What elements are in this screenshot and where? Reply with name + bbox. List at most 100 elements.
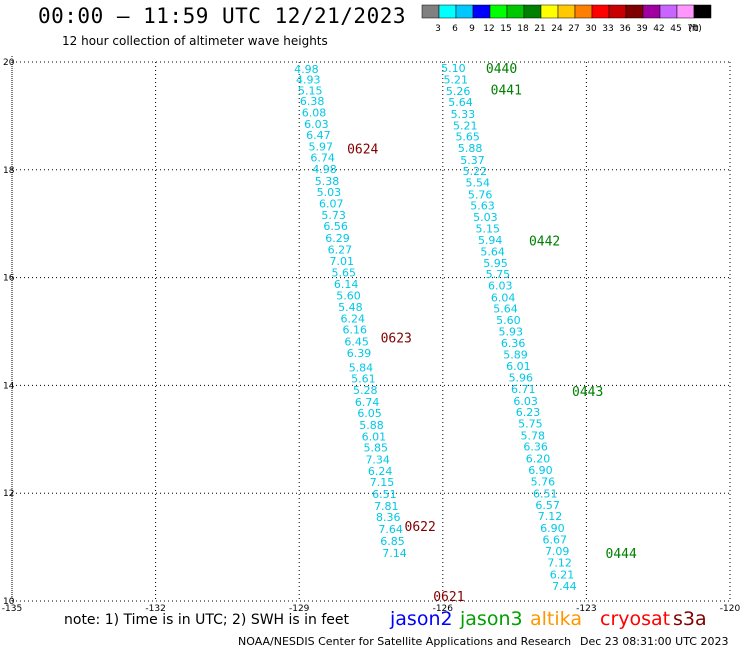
sat-jason2: jason2 bbox=[390, 608, 453, 630]
pass-time-label: 0443 bbox=[572, 385, 603, 400]
wave-height-value: 5.76 bbox=[531, 476, 556, 489]
legend-swatch bbox=[625, 4, 644, 19]
wave-height-value: 5.22 bbox=[463, 165, 488, 178]
wave-height-value: 6.24 bbox=[341, 312, 366, 325]
wave-height-value: 5.26 bbox=[446, 85, 471, 98]
lat-lon-grid bbox=[11, 56, 731, 602]
wave-height-value: 5.88 bbox=[458, 142, 483, 155]
wave-height-value: 5.63 bbox=[470, 200, 495, 213]
legend-swatch bbox=[676, 4, 695, 19]
legend-swatch bbox=[574, 4, 593, 19]
wave-height-value: 6.51 bbox=[533, 488, 558, 501]
lat-tick-label: 20 bbox=[3, 58, 15, 68]
legend-label: 9 bbox=[469, 24, 475, 34]
wave-height-value: 6.21 bbox=[550, 568, 575, 581]
wave-height-value: 6.38 bbox=[300, 95, 325, 108]
footer-credit: NOAA/NESDIS Center for Satellite Applica… bbox=[238, 635, 572, 648]
wave-height-value: 6.47 bbox=[306, 129, 331, 142]
sat-altika: altika bbox=[530, 608, 582, 630]
color-legend: 3 6 9 12 15 18 21 24 27 30 33 36 39 42 45 70(ft) bbox=[421, 4, 712, 34]
wave-height-value: 4.93 bbox=[296, 74, 321, 87]
legend-label: 6 bbox=[452, 24, 458, 34]
legend-unit: (ft) bbox=[688, 24, 702, 34]
lat-tick-label: 14 bbox=[3, 381, 15, 391]
wave-height-value: 6.36 bbox=[501, 337, 526, 350]
wave-height-value: 6.04 bbox=[491, 291, 516, 304]
sat-s3a: s3a bbox=[673, 608, 707, 630]
wave-height-value: 5.64 bbox=[480, 246, 505, 259]
wave-height-value: 5.78 bbox=[521, 429, 546, 442]
pass-time-label: 0442 bbox=[529, 234, 560, 249]
wave-height-value: 6.24 bbox=[368, 465, 393, 478]
axis-tick-labels: -135 -132 -129 -126 -123 -120 20 18 16 14 12 10 bbox=[2, 58, 740, 614]
wave-height-value: 6.27 bbox=[328, 243, 353, 256]
footer-note: note: 1) Time is in UTC; 2) SWH is in fe… bbox=[64, 612, 350, 628]
wave-height-value: 5.76 bbox=[468, 188, 493, 201]
wave-height-value: 6.51 bbox=[372, 488, 397, 501]
legend-label: 30 bbox=[585, 24, 597, 34]
wave-height-value: 7.12 bbox=[538, 510, 563, 523]
lon-tick-label: -120 bbox=[720, 604, 740, 614]
wave-height-value: 6.05 bbox=[357, 407, 382, 420]
pass-time-label: 0441 bbox=[491, 83, 522, 98]
legend-swatch bbox=[506, 4, 525, 19]
wave-height-value: 5.75 bbox=[518, 417, 543, 430]
legend-label: 24 bbox=[551, 24, 563, 34]
wave-height-value: 5.28 bbox=[353, 384, 378, 397]
wave-height-value: 7.81 bbox=[374, 500, 399, 513]
wave-height-value: 5.65 bbox=[455, 131, 480, 144]
lat-tick-label: 12 bbox=[3, 489, 14, 499]
wave-height-value: 6.71 bbox=[511, 383, 536, 396]
legend-label: 15 bbox=[500, 24, 511, 34]
lon-tick-label: -123 bbox=[576, 604, 596, 614]
legend-swatch bbox=[659, 4, 678, 19]
lat-tick-label: 16 bbox=[3, 274, 15, 284]
pass-time-label: 0621 bbox=[433, 590, 464, 605]
wave-height-value: 6.03 bbox=[513, 395, 538, 408]
lon-tick-label: -126 bbox=[433, 604, 454, 614]
wave-height-value: 6.56 bbox=[323, 220, 348, 233]
legend-swatch bbox=[455, 4, 474, 19]
wave-height-value: 5.85 bbox=[364, 442, 389, 455]
wave-height-value: 6.39 bbox=[347, 347, 372, 360]
wave-height-value: 5.21 bbox=[453, 119, 478, 132]
wave-height-value: 5.37 bbox=[460, 154, 485, 167]
wave-height-value: 7.01 bbox=[330, 255, 355, 268]
legend-swatch bbox=[557, 4, 576, 19]
wave-height-value: 6.23 bbox=[516, 406, 541, 419]
legend-label: 42 bbox=[653, 24, 664, 34]
wave-height-value: 7.44 bbox=[552, 580, 577, 593]
legend-label: 18 bbox=[517, 24, 529, 34]
wave-height-value: 7.15 bbox=[370, 476, 395, 489]
wave-height-value: 5.48 bbox=[338, 301, 363, 314]
wave-height-value: 5.94 bbox=[478, 234, 503, 247]
pass-time-label: 0440 bbox=[486, 62, 517, 77]
wave-height-value: 5.64 bbox=[493, 303, 518, 316]
wave-height-value: 6.03 bbox=[488, 279, 513, 292]
legend-swatch bbox=[421, 4, 440, 19]
wave-height-value: 7.12 bbox=[547, 557, 572, 570]
pass-time-label: 0622 bbox=[405, 520, 436, 535]
legend-swatch bbox=[489, 4, 508, 19]
lat-tick-label: 18 bbox=[3, 166, 15, 176]
wave-height-value: 5.89 bbox=[503, 348, 528, 361]
sat-jason3: jason3 bbox=[460, 608, 523, 630]
wave-height-value: 5.97 bbox=[308, 140, 333, 153]
wave-height-value: 6.45 bbox=[344, 336, 369, 349]
wave-height-value: 5.84 bbox=[349, 361, 374, 374]
wave-height-value: 4.98 bbox=[294, 63, 319, 76]
lon-tick-label: -135 bbox=[2, 604, 22, 614]
wave-height-value: 6.03 bbox=[304, 118, 329, 131]
wave-height-value: 6.01 bbox=[362, 430, 387, 443]
wave-height-value: 6.74 bbox=[310, 152, 335, 165]
wave-height-value: 6.16 bbox=[342, 324, 367, 337]
map-subtitle: 12 hour collection of altimeter wave hei… bbox=[62, 34, 328, 48]
legend-label: 39 bbox=[636, 24, 648, 34]
legend-label: 70 bbox=[687, 24, 699, 34]
wave-height-value: 4.98 bbox=[312, 163, 337, 176]
map-title: 00:00 – 11:59 UTC 12/21/2023 bbox=[38, 4, 407, 28]
wave-height-value: 6.90 bbox=[540, 522, 565, 535]
wave-height-value: 7.34 bbox=[365, 454, 390, 467]
wave-height-value: 6.07 bbox=[319, 198, 344, 211]
satellite-tracks: 4.984.935.156.386.086.036.475.976.744.98… bbox=[294, 62, 577, 593]
